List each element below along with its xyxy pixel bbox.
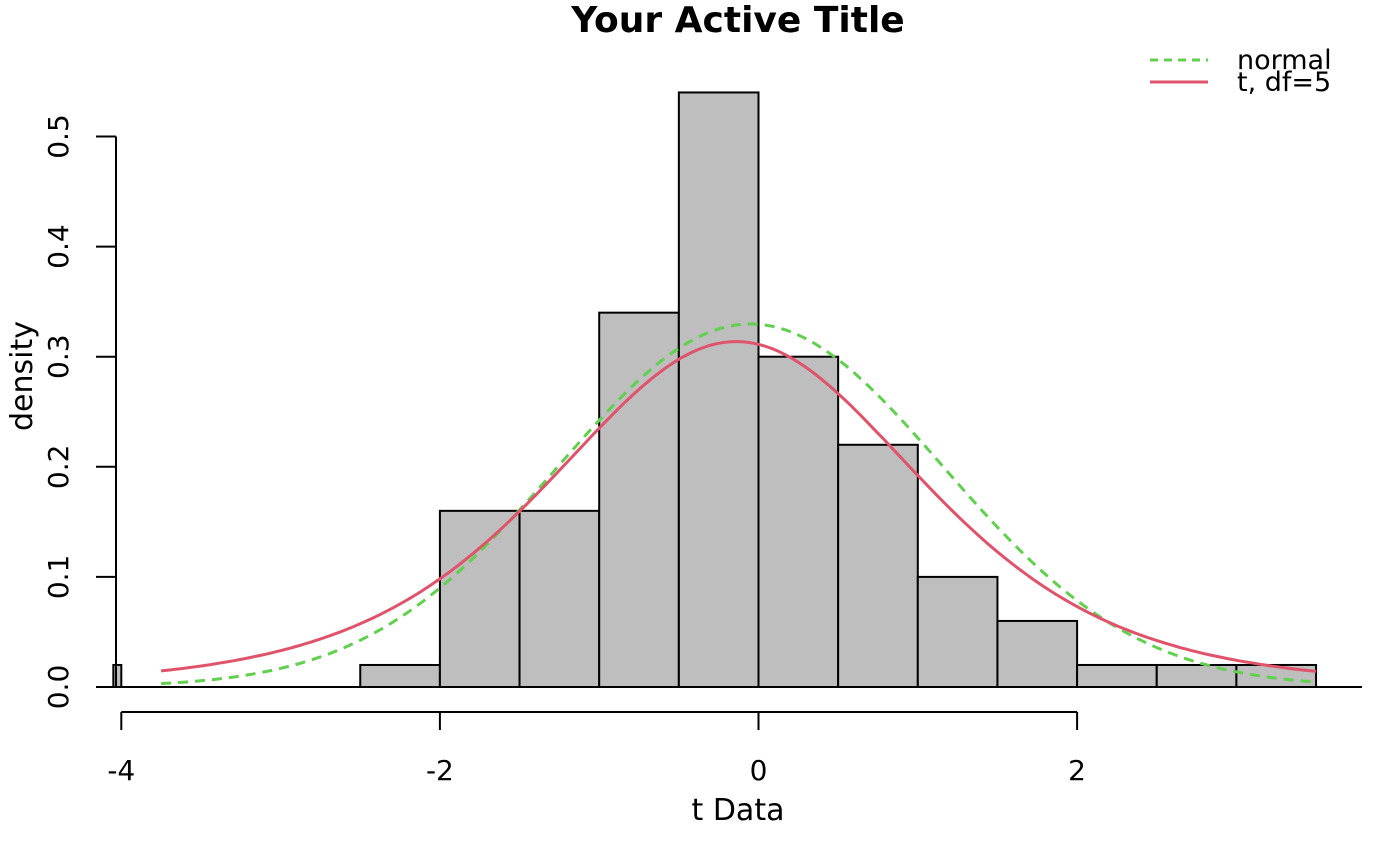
legend-label-0: normal — [1237, 45, 1332, 76]
y-axis: 0.0 0.1 0.2 0.3 0.4 0.5 — [42, 114, 117, 710]
y-tick-label: 0.0 — [42, 665, 75, 710]
histogram-bar-7 — [837, 443, 919, 688]
x-tick-label: -4 — [107, 754, 135, 787]
histogram-bar-12 — [1235, 663, 1318, 688]
histogram-bar-4 — [598, 311, 680, 688]
y-tick-label: 0.5 — [42, 114, 75, 159]
histogram-bar-2 — [438, 509, 521, 688]
histogram-bar-1 — [359, 663, 441, 688]
histogram-bar-8 — [916, 575, 999, 689]
density-curve-t — [160, 340, 1317, 673]
histogram-bar-10 — [1076, 663, 1158, 688]
x-tick-label: 0 — [750, 754, 768, 787]
x-axis: -4 -2 0 2 — [107, 711, 1086, 787]
histogram-bar-6 — [757, 355, 840, 688]
x-tick-label: 2 — [1068, 754, 1086, 787]
density-curve-normal — [161, 322, 1317, 686]
legend-label-1: t, df=5 — [1237, 67, 1331, 98]
y-tick-label: 0.3 — [42, 334, 75, 379]
density-curves — [160, 322, 1317, 686]
histogram-bar-5 — [677, 91, 760, 688]
histogram-bar-3 — [518, 509, 601, 688]
x-tick-label: -2 — [426, 754, 454, 787]
chart-title: Your Active Title — [570, 0, 904, 41]
y-axis-title: density — [5, 321, 40, 431]
y-tick-label: 0.2 — [42, 445, 75, 490]
y-tick-label: 0.1 — [42, 555, 75, 600]
histogram-bar-0 — [112, 663, 123, 688]
histogram-bar-9 — [996, 619, 1079, 688]
histogram-bars — [112, 91, 1318, 689]
y-tick-label: 0.4 — [42, 224, 75, 269]
x-axis-title: t Data — [692, 793, 785, 828]
